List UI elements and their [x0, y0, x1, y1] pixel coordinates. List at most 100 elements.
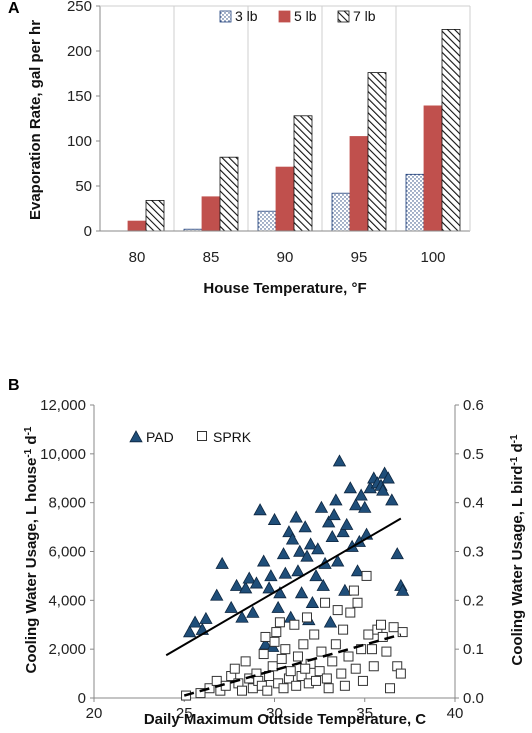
sprk-point — [316, 646, 327, 657]
sprk-point — [339, 680, 350, 691]
legend-swatch-dots — [219, 10, 232, 23]
sprk-point — [332, 605, 343, 616]
sprk-point — [237, 685, 248, 696]
panel-b-x-tick-label: 35 — [356, 705, 373, 722]
sprk-trendline — [183, 633, 402, 697]
pad-point — [215, 556, 229, 569]
bar-diagonal-hatch — [293, 115, 313, 232]
panel-a-bars — [127, 28, 461, 232]
pad-point — [327, 508, 341, 521]
panel-a-axes — [96, 5, 471, 232]
sprk-point — [300, 663, 311, 674]
sprk-point — [363, 629, 374, 640]
sprk-point — [211, 675, 222, 686]
sprk-point — [271, 627, 282, 638]
sprk-point — [301, 612, 312, 623]
pad-point — [325, 530, 339, 543]
panel-a-grid — [173, 6, 397, 231]
pad-point — [323, 615, 338, 628]
bar-dots — [331, 192, 351, 232]
panel-a-y-axis-label: Evaporation Rate, gal per hr — [27, 20, 44, 220]
pad-point — [321, 515, 336, 528]
panel-b-right-y-tick-label: 0.5 — [463, 446, 484, 463]
sprk-point — [229, 663, 240, 674]
sprk-point — [285, 666, 296, 677]
pad-point — [229, 578, 244, 591]
pad-point — [395, 583, 410, 596]
panel-b-left-y-tick-label: 0 — [78, 690, 86, 707]
pad-point — [256, 554, 271, 567]
panel-a-x-tick-label: 85 — [203, 249, 220, 266]
pad-point — [340, 517, 354, 530]
sprk-point — [368, 661, 379, 672]
bar-diagonal-hatch — [145, 199, 165, 232]
pad-point — [329, 493, 343, 506]
panel-b-x-tick-label: 20 — [86, 705, 103, 722]
pad-point — [291, 564, 305, 577]
pad-point — [303, 537, 318, 550]
legend-label: 5 lb — [294, 8, 317, 24]
pad-trendline — [165, 517, 402, 657]
legend-label: 7 lb — [353, 8, 376, 24]
panel-a-x-tick-labels: 80 85 90 95 100 — [129, 249, 446, 266]
sprk-point — [269, 636, 280, 647]
panel-b-points — [181, 454, 410, 701]
sprk-point — [258, 649, 269, 660]
panel-b-right-y-axis-label: Cooling Water Usage, L bird-1 d-1 — [509, 434, 527, 666]
panel-a-y-tick-label: 0 — [84, 223, 92, 240]
panel-b-x-tick-label: 30 — [266, 705, 283, 722]
pad-point — [199, 611, 213, 624]
panel-b-legend: PAD SPRK — [129, 429, 252, 445]
pad-point — [314, 500, 329, 513]
panel-b-x-tick-label: 40 — [447, 705, 464, 722]
sprk-point — [377, 631, 388, 642]
sprk-point — [385, 683, 396, 694]
pad-point — [336, 525, 350, 538]
pad-point — [289, 510, 303, 523]
sprk-point — [291, 680, 302, 691]
sprk-point — [314, 666, 325, 677]
sprk-point — [397, 627, 408, 638]
right-y-label-exp1: -1 — [509, 456, 520, 465]
panel-a-y-tick-labels: 0 50 100 150 200 250 — [67, 0, 92, 240]
bar-diagonal-hatch — [441, 28, 461, 232]
panel-b-left-y-tick-label: 2,000 — [48, 641, 86, 658]
panel-b-right-y-tick-label: 0.2 — [463, 592, 484, 609]
pad-point — [293, 544, 307, 557]
bar-solid-red — [423, 105, 443, 232]
right-y-label-main: Cooling Water Usage, L bird — [509, 466, 526, 666]
sprk-point — [309, 629, 320, 640]
left-y-label-main: Cooling Water Usage, L house — [23, 458, 40, 674]
panel-b-left-y-tick-labels: 0 2,000 4,000 6,000 8,000 10,000 12,000 — [40, 397, 86, 707]
pad-point — [343, 481, 357, 494]
panel-b-left-y-axis-label: Cooling Water Usage, L house-1 d-1 — [23, 426, 41, 673]
sprk-point — [348, 585, 359, 596]
pad-point — [182, 625, 197, 638]
legend-sprk-label: SPRK — [213, 429, 252, 445]
sprk-point — [343, 651, 354, 662]
sprk-point — [289, 619, 300, 630]
pad-point — [188, 615, 202, 628]
sprk-point — [280, 644, 291, 655]
panel-b-axes — [90, 404, 459, 702]
bar-solid-red — [201, 196, 221, 232]
pad-point — [278, 566, 293, 579]
sprk-point — [352, 597, 363, 608]
panel-a-x-tick-label: 90 — [277, 249, 294, 266]
pad-point — [276, 547, 291, 560]
pad-point — [210, 588, 224, 601]
pad-point — [305, 595, 320, 608]
pad-point — [298, 520, 312, 533]
panel-b-left-y-tick-label: 10,000 — [40, 446, 86, 463]
panel-b-right-y-tick-label: 0.0 — [463, 690, 484, 707]
pad-point — [354, 488, 368, 501]
pad-point — [235, 610, 249, 623]
sprk-point — [276, 653, 287, 664]
sprk-point — [262, 685, 273, 696]
sprk-point — [336, 668, 347, 679]
pad-point — [300, 549, 314, 562]
sprk-point — [292, 651, 303, 662]
panel-label-a: A — [8, 0, 20, 17]
